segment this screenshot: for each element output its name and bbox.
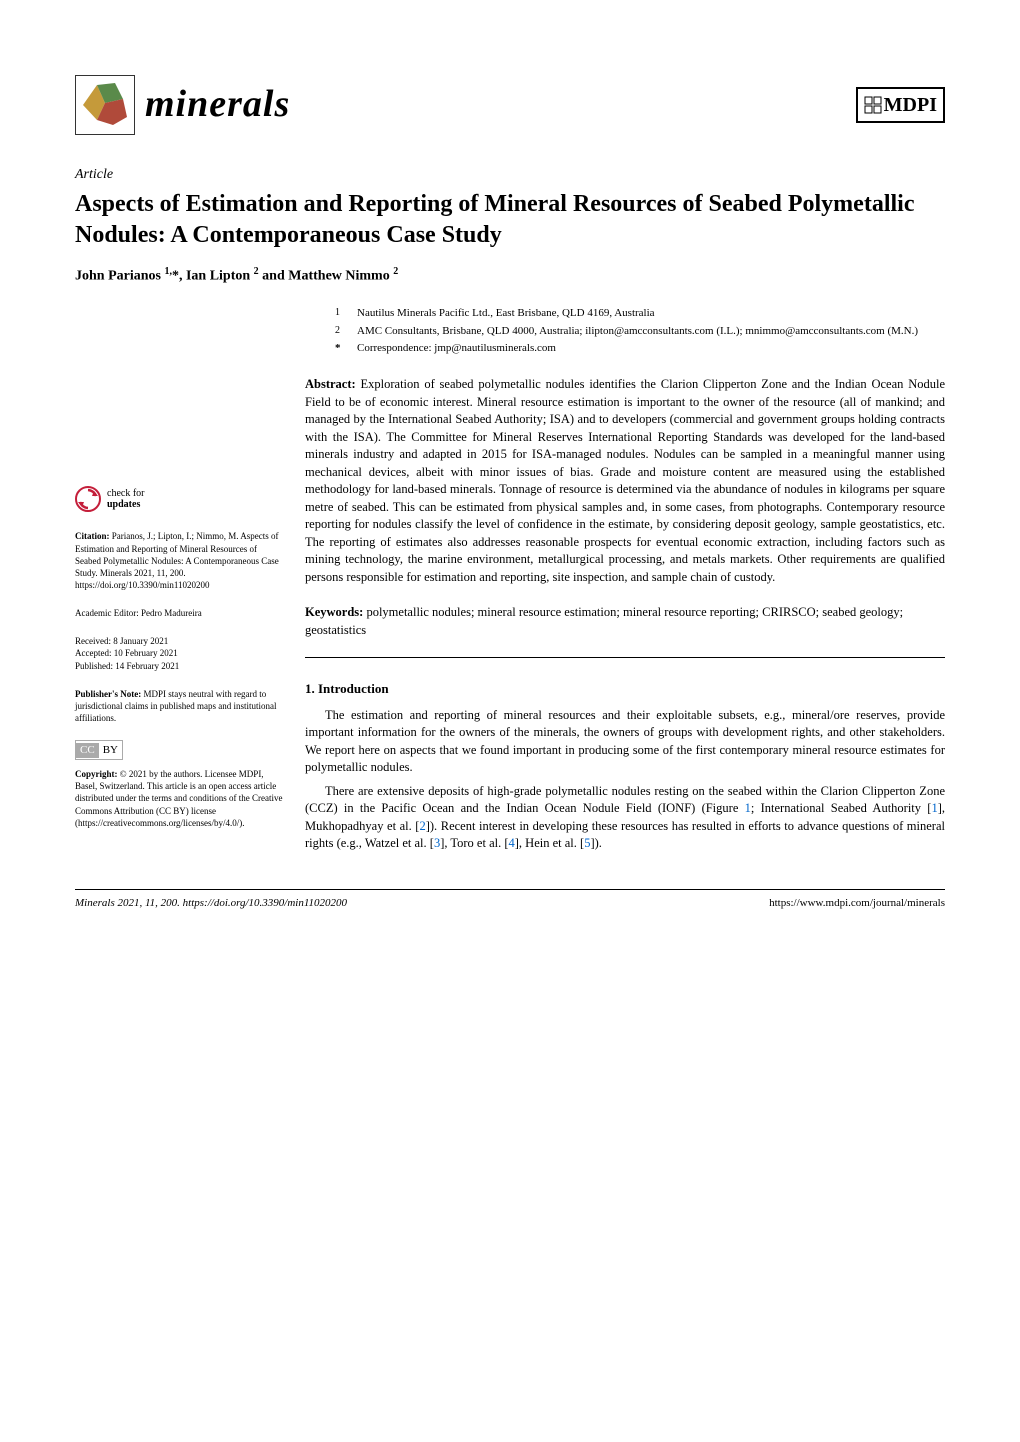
footer-left: Minerals 2021, 11, 200. https://doi.org/… xyxy=(75,896,347,911)
two-column-layout: check for updates Citation: Parianos, J.… xyxy=(75,376,945,858)
keywords-label: Keywords: xyxy=(305,605,363,619)
abstract: Abstract: Exploration of seabed polymeta… xyxy=(305,376,945,586)
cc-by-badge[interactable]: CC BY xyxy=(75,740,123,760)
editor-text: Pedro Madureira xyxy=(141,608,202,618)
aff-text-corr: Correspondence: jmp@nautilusminerals.com xyxy=(357,341,556,356)
article-type: Article xyxy=(75,165,945,185)
minerals-logo-icon xyxy=(75,75,135,135)
affiliation-2: 2 AMC Consultants, Brisbane, QLD 4000, A… xyxy=(335,324,945,339)
sidebar: check for updates Citation: Parianos, J.… xyxy=(75,376,285,858)
published-label: Published: xyxy=(75,661,115,671)
by-icon: BY xyxy=(99,743,122,758)
check-top: check for xyxy=(107,488,144,499)
affiliation-1: 1 Nautilus Minerals Pacific Ltd., East B… xyxy=(335,306,945,321)
abstract-text: Exploration of seabed polymetallic nodul… xyxy=(305,377,945,584)
divider xyxy=(305,657,945,658)
section-1-p2: There are extensive deposits of high-gra… xyxy=(305,783,945,853)
publisher-name: MDPI xyxy=(884,91,937,119)
p2-mid4: ], Toro et al. [ xyxy=(440,836,508,850)
aff-num-2: 2 xyxy=(335,324,347,339)
keywords-text: polymetallic nodules; mineral resource e… xyxy=(305,605,903,637)
check-updates-text: check for updates xyxy=(107,488,144,510)
aff-num-1: 1 xyxy=(335,306,347,321)
citation-label: Citation: xyxy=(75,531,110,541)
aff-text-1: Nautilus Minerals Pacific Ltd., East Bri… xyxy=(357,306,655,321)
editor-label: Academic Editor: xyxy=(75,608,141,618)
affiliations: 1 Nautilus Minerals Pacific Ltd., East B… xyxy=(335,306,945,356)
journal-logo: minerals xyxy=(75,75,290,135)
footer-right: https://www.mdpi.com/journal/minerals xyxy=(769,896,945,911)
received-text: 8 January 2021 xyxy=(113,636,168,646)
section-1-heading: 1. Introduction xyxy=(305,680,945,698)
cc-icon: CC xyxy=(76,743,99,758)
page-footer: Minerals 2021, 11, 200. https://doi.org/… xyxy=(75,889,945,911)
p2-end: ]). xyxy=(590,836,601,850)
publisher-note-block: Publisher's Note: MDPI stays neutral wit… xyxy=(75,688,285,724)
check-updates-icon xyxy=(75,486,101,512)
aff-num-corr: * xyxy=(335,341,347,356)
dates-block: Received: 8 January 2021 Accepted: 10 Fe… xyxy=(75,635,285,671)
main-content: Abstract: Exploration of seabed polymeta… xyxy=(305,376,945,858)
section-1-p1: The estimation and reporting of mineral … xyxy=(305,707,945,777)
license-block: CC BY Copyright: © 2021 by the authors. … xyxy=(75,740,285,829)
keywords: Keywords: polymetallic nodules; mineral … xyxy=(305,604,945,639)
publisher-logo: MDPI xyxy=(856,87,945,123)
pubnote-label: Publisher's Note: xyxy=(75,689,141,699)
mdpi-icon xyxy=(864,96,882,114)
p2-mid1: ; International Seabed Authority [ xyxy=(751,801,932,815)
published-text: 14 February 2021 xyxy=(115,661,179,671)
p2-mid5: ], Hein et al. [ xyxy=(515,836,584,850)
received-label: Received: xyxy=(75,636,113,646)
accepted-text: 10 February 2021 xyxy=(114,648,178,658)
page: minerals MDPI Article Aspects of Estimat… xyxy=(0,0,1020,961)
aff-text-2: AMC Consultants, Brisbane, QLD 4000, Aus… xyxy=(357,324,918,339)
editor-block: Academic Editor: Pedro Madureira xyxy=(75,607,285,619)
check-bot: updates xyxy=(107,499,144,510)
affiliation-corr: * Correspondence: jmp@nautilusminerals.c… xyxy=(335,341,945,356)
accepted-label: Accepted: xyxy=(75,648,114,658)
citation-block: Citation: Parianos, J.; Lipton, I.; Nimm… xyxy=(75,530,285,591)
abstract-label: Abstract: xyxy=(305,377,356,391)
authors-line: John Parianos 1,*, Ian Lipton 2 and Matt… xyxy=(75,265,945,286)
article-title: Aspects of Estimation and Reporting of M… xyxy=(75,189,945,251)
check-for-updates[interactable]: check for updates xyxy=(75,486,285,512)
journal-name: minerals xyxy=(145,78,290,131)
header-row: minerals MDPI xyxy=(75,75,945,135)
copyright-label: Copyright: xyxy=(75,769,118,779)
